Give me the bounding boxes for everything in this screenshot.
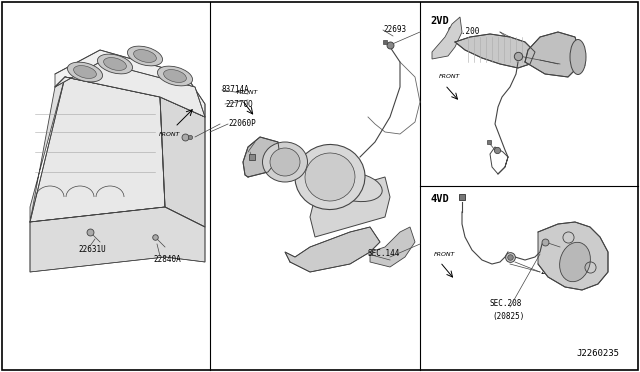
- Polygon shape: [370, 227, 415, 267]
- Polygon shape: [160, 97, 205, 227]
- Text: 2VD: 2VD: [430, 16, 449, 26]
- Text: (20825): (20825): [492, 312, 524, 321]
- Ellipse shape: [67, 62, 102, 82]
- Ellipse shape: [157, 66, 193, 86]
- Ellipse shape: [570, 39, 586, 74]
- Polygon shape: [455, 34, 535, 68]
- Ellipse shape: [305, 153, 355, 201]
- Polygon shape: [525, 32, 580, 77]
- Text: FRONT: FRONT: [435, 252, 456, 257]
- Text: 4VD: 4VD: [430, 194, 449, 204]
- Text: 22631U: 22631U: [78, 246, 106, 254]
- Text: J2260235: J2260235: [577, 349, 620, 358]
- Polygon shape: [30, 77, 165, 222]
- Text: 22060P: 22060P: [228, 119, 256, 128]
- Text: FRONT: FRONT: [237, 90, 259, 95]
- Text: 83714A: 83714A: [222, 86, 250, 94]
- Ellipse shape: [559, 242, 590, 282]
- Ellipse shape: [295, 144, 365, 209]
- Polygon shape: [310, 177, 390, 237]
- Text: 22693: 22693: [383, 26, 406, 35]
- Polygon shape: [30, 77, 65, 222]
- Text: 22690N: 22690N: [540, 267, 568, 276]
- Ellipse shape: [134, 49, 156, 62]
- Polygon shape: [538, 222, 608, 290]
- Text: 22690N: 22690N: [558, 60, 586, 68]
- Polygon shape: [432, 17, 462, 59]
- Polygon shape: [30, 207, 205, 272]
- Polygon shape: [285, 227, 380, 272]
- Polygon shape: [243, 137, 280, 177]
- Text: SEC.208: SEC.208: [490, 299, 522, 308]
- Ellipse shape: [97, 54, 132, 74]
- Text: SEC.144: SEC.144: [368, 250, 401, 259]
- Polygon shape: [55, 62, 205, 117]
- Ellipse shape: [164, 70, 186, 83]
- Text: FRONT: FRONT: [439, 74, 461, 79]
- Text: 22840A: 22840A: [153, 256, 180, 264]
- Ellipse shape: [127, 46, 163, 66]
- Ellipse shape: [104, 58, 127, 70]
- Ellipse shape: [74, 65, 97, 78]
- Ellipse shape: [270, 148, 300, 176]
- Polygon shape: [55, 50, 205, 117]
- Text: SEC.200: SEC.200: [448, 28, 481, 36]
- Ellipse shape: [262, 142, 307, 182]
- Ellipse shape: [328, 172, 382, 202]
- Text: FRONT: FRONT: [159, 132, 180, 137]
- Text: 22770Q: 22770Q: [225, 99, 253, 109]
